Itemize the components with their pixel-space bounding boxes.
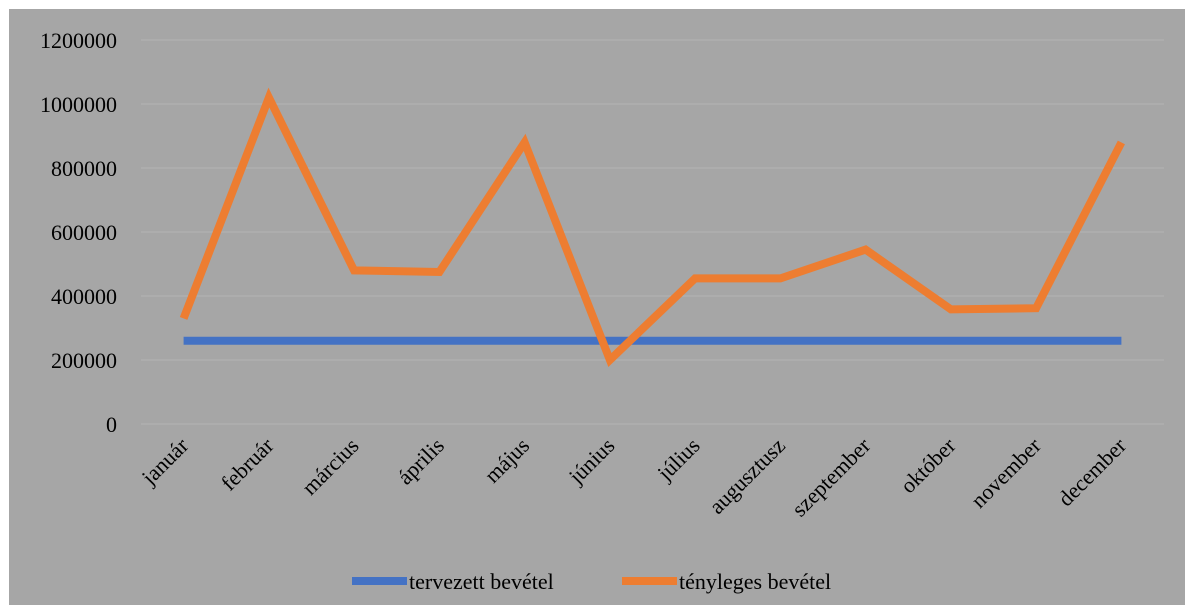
gridlines	[141, 39, 1164, 425]
chart-area: 0 200000 400000 600000 800000 1000000 1200000 …	[9, 9, 1185, 605]
x-tick-label: április	[392, 433, 449, 490]
y-tick-label: 200000	[51, 348, 117, 373]
y-tick-label: 1000000	[40, 92, 117, 117]
x-tick-label: december	[1053, 432, 1132, 511]
y-axis-ticks: 0 200000 400000 600000 800000 1000000 1200000	[40, 28, 117, 437]
y-tick-label: 600000	[51, 220, 117, 245]
y-tick-label: 0	[106, 412, 117, 437]
series-line-2	[179, 87, 1125, 368]
x-tick-label: január	[136, 432, 194, 490]
x-axis-ticks: január február március április május június jú…	[136, 432, 1131, 521]
x-tick-label: február	[216, 432, 279, 495]
series-lines	[179, 87, 1125, 368]
x-tick-label: július	[652, 433, 705, 486]
x-tick-label: szeptember	[787, 432, 876, 521]
x-tick-label: augusztusz	[704, 433, 790, 519]
x-tick-label: március	[297, 433, 364, 500]
legend: tervezett bevétel tényleges bevétel	[352, 569, 831, 594]
x-tick-label: november	[966, 432, 1046, 512]
x-tick-label: május	[479, 433, 534, 488]
x-tick-label: június	[563, 433, 619, 489]
y-tick-label: 1200000	[40, 28, 117, 53]
y-tick-label: 400000	[51, 284, 117, 309]
line-chart: 020000040000060000080000010000001200000 …	[40, 28, 1164, 594]
x-tick-label: október	[895, 432, 961, 498]
legend-label: tervezett bevétel	[409, 569, 554, 594]
legend-label: tényleges bevétel	[679, 569, 831, 594]
y-tick-label: 800000	[51, 156, 117, 181]
